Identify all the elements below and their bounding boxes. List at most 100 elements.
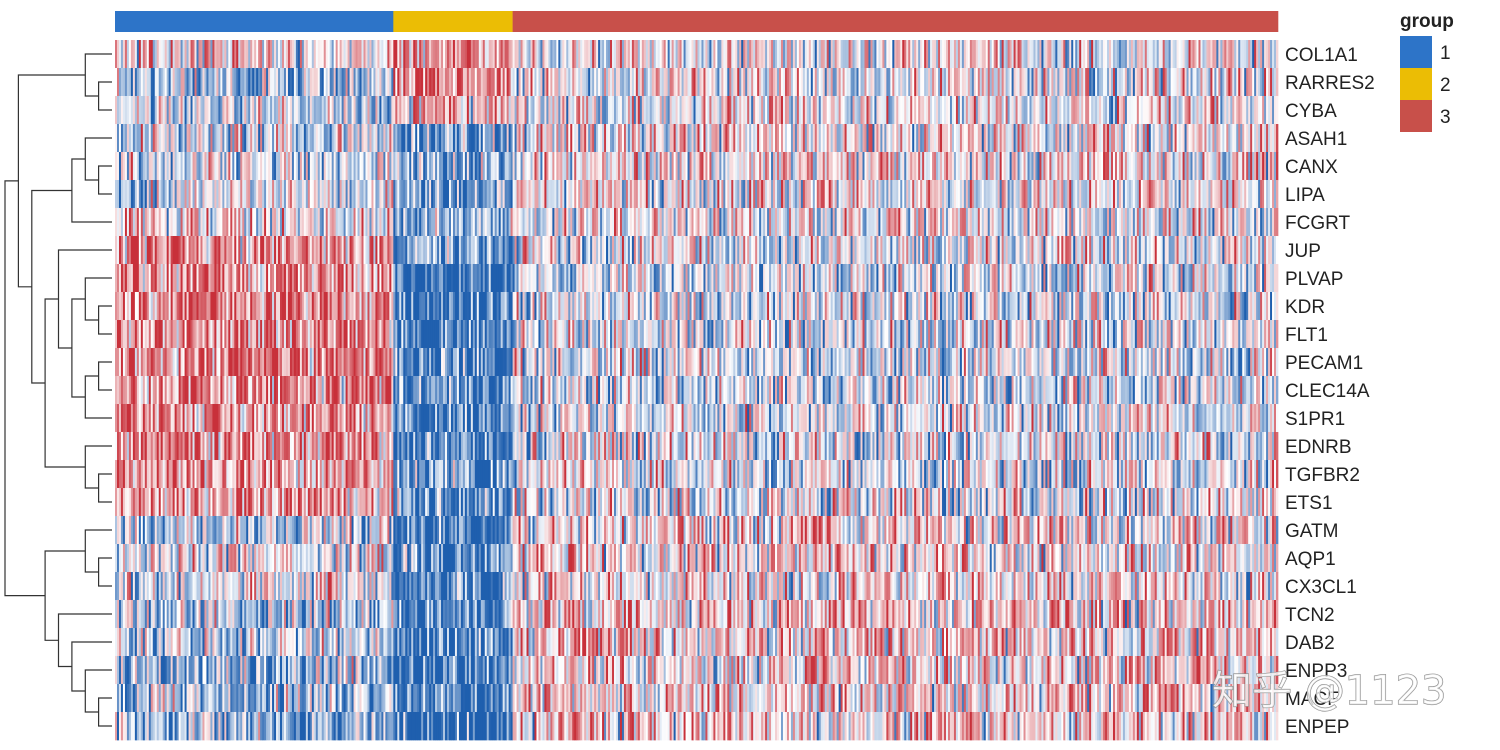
heatmap-cell <box>466 152 470 181</box>
heatmap-cell <box>637 40 641 69</box>
heatmap-cell <box>659 96 663 125</box>
heatmap-cell <box>154 68 158 97</box>
heatmap-cell <box>1120 68 1124 97</box>
heatmap-cell <box>1007 124 1010 153</box>
heatmap-cell <box>788 40 792 69</box>
heatmap-cell <box>458 264 462 293</box>
heatmap-cell <box>1172 180 1175 209</box>
heatmap-cell <box>228 180 231 209</box>
heatmap-cell <box>160 236 164 265</box>
heatmap-cell <box>542 264 545 293</box>
heatmap-cell <box>240 68 243 97</box>
heatmap-cell <box>691 40 694 69</box>
heatmap-cell <box>922 124 925 153</box>
heatmap-cell <box>763 208 766 237</box>
heatmap-cell <box>1049 96 1052 125</box>
heatmap-cell <box>946 236 949 265</box>
heatmap-cell <box>1089 68 1092 97</box>
heatmap-cell <box>906 152 909 181</box>
heatmap-cell <box>142 152 146 181</box>
heatmap-cell <box>373 96 376 125</box>
heatmap-cell <box>206 68 209 97</box>
heatmap-cell <box>317 40 321 69</box>
heatmap-cell <box>532 180 535 209</box>
heatmap-cell <box>498 96 502 125</box>
heatmap-cell <box>629 96 633 125</box>
heatmap-cell <box>1134 40 1138 69</box>
heatmap-cell <box>309 208 313 237</box>
heatmap-cell <box>822 40 826 69</box>
heatmap-cell <box>409 236 412 265</box>
heatmap-cell <box>1003 68 1006 97</box>
heatmap-cell <box>1154 180 1158 209</box>
heatmap-cell <box>214 40 217 69</box>
heatmap-cell <box>417 68 420 97</box>
heatmap-cell <box>405 236 408 265</box>
heatmap-cell <box>1208 180 1211 209</box>
heatmap-cell <box>134 236 138 265</box>
heatmap-cell <box>1130 180 1134 209</box>
heatmap-cell <box>910 96 913 125</box>
heatmap-cell <box>596 208 599 237</box>
heatmap-cell <box>317 236 321 265</box>
heatmap-cell <box>697 236 700 265</box>
heatmap-cell <box>1224 96 1227 125</box>
heatmap-cell <box>484 264 488 293</box>
heatmap-cell <box>168 152 172 181</box>
heatmap-cell <box>230 68 233 97</box>
heatmap-cell <box>669 208 672 237</box>
heatmap-cell <box>464 68 468 97</box>
heatmap-cell <box>538 96 541 125</box>
heatmap-cell <box>1037 152 1040 181</box>
heatmap-cell <box>443 40 446 69</box>
heatmap-cell <box>276 180 279 209</box>
heatmap-cell <box>530 68 533 97</box>
heatmap-cell <box>441 208 444 237</box>
heatmap-cell <box>462 68 466 97</box>
heatmap-cell <box>856 40 859 69</box>
heatmap-cell <box>319 264 323 293</box>
heatmap-cell <box>840 96 843 125</box>
group-1-annotation <box>115 11 394 32</box>
heatmap-cell <box>934 152 937 181</box>
heatmap-cell <box>150 124 154 153</box>
heatmap-cell <box>1166 208 1170 237</box>
heatmap-cell <box>427 124 430 153</box>
heatmap-cell <box>146 124 150 153</box>
heatmap-cell <box>236 236 239 265</box>
heatmap-cell <box>647 96 651 125</box>
heatmap-cell <box>715 180 718 209</box>
heatmap-cell <box>727 236 730 265</box>
heatmap-cell <box>1192 124 1195 153</box>
heatmap-cell <box>134 152 138 181</box>
heatmap-cell <box>1128 208 1132 237</box>
heatmap-cell <box>973 152 977 181</box>
heatmap-cell <box>174 124 177 153</box>
heatmap-cell <box>448 236 452 265</box>
heatmap-cell <box>951 124 955 153</box>
heatmap-cell <box>212 68 215 97</box>
heatmap-cell <box>1118 124 1122 153</box>
heatmap-cell <box>433 208 436 237</box>
heatmap-cell <box>226 68 229 97</box>
heatmap-cell <box>707 40 710 69</box>
heatmap-cell <box>1087 180 1090 209</box>
heatmap-cell <box>580 208 583 237</box>
heatmap-cell <box>625 208 629 237</box>
heatmap-cell <box>1136 208 1140 237</box>
heatmap-cell <box>916 152 919 181</box>
heatmap-cell <box>647 124 651 153</box>
heatmap-cell <box>898 124 901 153</box>
heatmap-cell <box>1023 236 1026 265</box>
heatmap-cell <box>717 236 720 265</box>
heatmap-cell <box>1051 96 1054 125</box>
heatmap-cell <box>488 264 492 293</box>
heatmap-cell <box>631 96 635 125</box>
heatmap-cell <box>936 152 939 181</box>
heatmap-cell <box>1210 40 1213 69</box>
heatmap-cell <box>723 180 726 209</box>
heatmap-cell <box>166 208 170 237</box>
heatmap-cell <box>375 236 378 265</box>
heatmap-cell <box>447 180 450 209</box>
heatmap-cell <box>1021 208 1024 237</box>
